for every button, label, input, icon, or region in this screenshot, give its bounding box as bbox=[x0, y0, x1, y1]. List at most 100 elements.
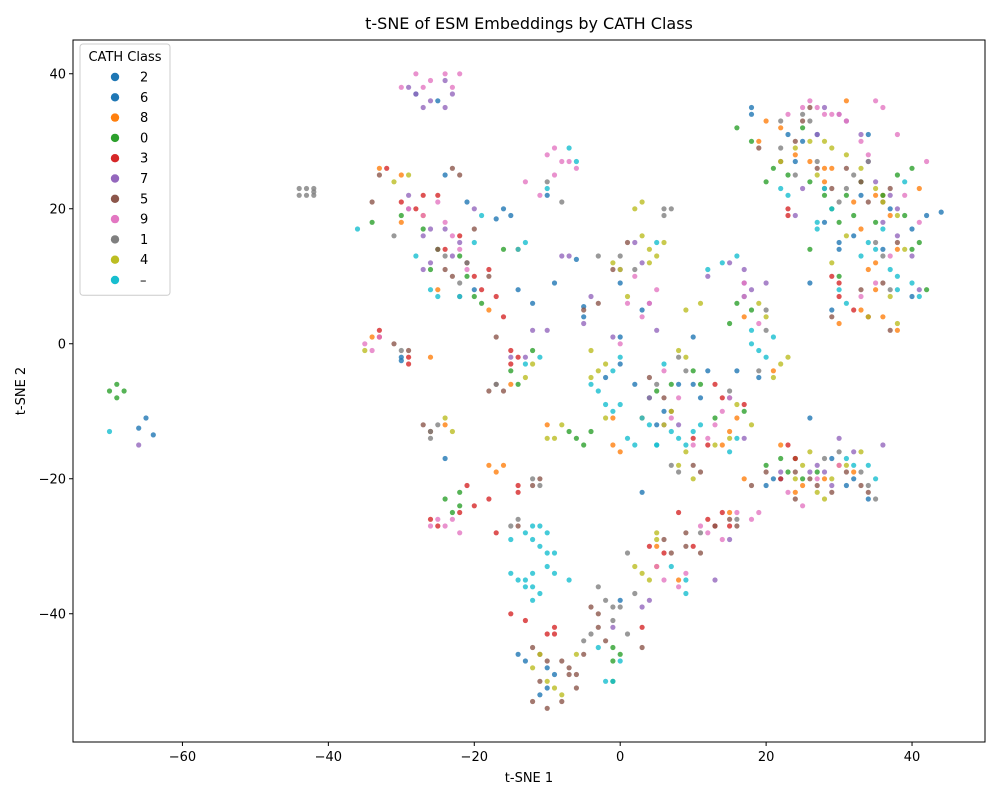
data-point bbox=[916, 239, 922, 246]
data-point bbox=[449, 253, 455, 259]
data-point bbox=[471, 226, 477, 232]
series-5 bbox=[136, 77, 922, 630]
data-point bbox=[639, 489, 645, 495]
data-point bbox=[873, 192, 879, 198]
series-1 bbox=[136, 111, 915, 691]
data-point bbox=[522, 577, 529, 583]
data-point bbox=[522, 584, 529, 590]
data-point bbox=[763, 280, 769, 286]
data-point bbox=[894, 246, 901, 252]
data-point bbox=[807, 469, 813, 475]
data-point bbox=[595, 368, 601, 374]
data-point bbox=[880, 219, 886, 225]
data-point bbox=[624, 300, 631, 306]
data-point bbox=[690, 476, 696, 482]
data-point bbox=[559, 422, 565, 428]
data-point bbox=[442, 172, 448, 178]
data-point bbox=[807, 98, 813, 104]
data-point bbox=[544, 327, 550, 333]
data-point bbox=[639, 260, 645, 266]
data-point bbox=[719, 395, 725, 401]
data-point bbox=[697, 469, 704, 475]
data-point bbox=[639, 644, 645, 651]
data-point bbox=[778, 442, 784, 448]
data-point bbox=[814, 462, 820, 468]
data-point bbox=[873, 179, 879, 185]
data-point bbox=[610, 604, 616, 610]
data-point bbox=[778, 361, 784, 367]
data-point bbox=[530, 584, 536, 590]
data-point bbox=[588, 347, 594, 354]
data-point bbox=[705, 435, 711, 441]
data-point bbox=[880, 192, 886, 198]
data-point bbox=[573, 165, 580, 171]
data-point bbox=[683, 442, 689, 448]
data-point bbox=[712, 422, 718, 428]
data-point bbox=[800, 118, 806, 124]
data-point bbox=[924, 287, 930, 293]
data-point bbox=[544, 530, 550, 536]
data-point bbox=[705, 442, 711, 448]
data-point bbox=[741, 314, 747, 320]
data-point bbox=[880, 253, 886, 259]
data-point bbox=[398, 347, 404, 354]
x-tick-label: −60 bbox=[169, 750, 196, 765]
data-point bbox=[515, 381, 521, 387]
data-point bbox=[442, 523, 448, 529]
data-point bbox=[442, 496, 448, 502]
data-point bbox=[559, 658, 565, 664]
data-point bbox=[376, 165, 382, 171]
data-point bbox=[435, 98, 441, 104]
data-point bbox=[748, 111, 755, 117]
data-point bbox=[610, 658, 616, 664]
data-point bbox=[836, 449, 842, 455]
data-point bbox=[479, 300, 485, 306]
data-point bbox=[712, 523, 718, 529]
data-point bbox=[668, 381, 674, 387]
data-point bbox=[858, 287, 864, 293]
data-point bbox=[464, 482, 470, 489]
data-point bbox=[734, 401, 740, 408]
data-point bbox=[573, 671, 580, 678]
data-point bbox=[522, 617, 529, 624]
data-point bbox=[624, 631, 631, 637]
data-point bbox=[683, 354, 689, 360]
data-point bbox=[712, 415, 718, 421]
data-point bbox=[821, 185, 828, 192]
data-point bbox=[632, 381, 638, 387]
data-point bbox=[493, 334, 499, 340]
data-point bbox=[486, 266, 492, 273]
data-point bbox=[785, 206, 791, 212]
data-point bbox=[420, 212, 426, 219]
data-point bbox=[537, 678, 543, 684]
data-point bbox=[566, 253, 572, 259]
data-point bbox=[114, 381, 120, 387]
data-point bbox=[916, 219, 922, 225]
data-point bbox=[894, 131, 901, 138]
data-point bbox=[865, 462, 871, 468]
data-point bbox=[442, 422, 448, 428]
data-point bbox=[734, 516, 740, 522]
data-point bbox=[661, 206, 667, 212]
data-point bbox=[887, 266, 893, 273]
data-point bbox=[800, 476, 806, 482]
data-point bbox=[858, 179, 864, 185]
data-point bbox=[522, 354, 529, 360]
data-point bbox=[909, 246, 915, 252]
data-point bbox=[581, 442, 587, 448]
data-point bbox=[610, 408, 616, 414]
data-point bbox=[603, 678, 609, 684]
legend-entry-label: 9 bbox=[140, 213, 148, 228]
data-point bbox=[807, 138, 813, 144]
data-point bbox=[727, 523, 733, 529]
data-point bbox=[763, 462, 769, 468]
data-point bbox=[457, 233, 463, 239]
data-point bbox=[800, 138, 806, 144]
data-point bbox=[821, 496, 828, 502]
data-point bbox=[427, 260, 434, 266]
data-point bbox=[880, 246, 886, 252]
data-point bbox=[515, 287, 521, 293]
data-point bbox=[756, 509, 762, 516]
data-point bbox=[493, 216, 499, 222]
data-point bbox=[916, 185, 922, 192]
